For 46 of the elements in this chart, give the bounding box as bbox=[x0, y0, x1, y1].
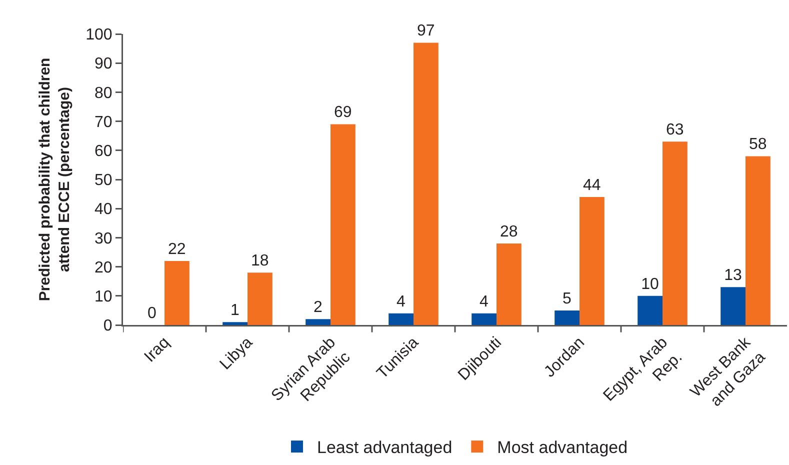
y-tick-label: 70 bbox=[94, 114, 112, 131]
bar bbox=[746, 156, 770, 325]
y-tick-label: 50 bbox=[94, 172, 112, 190]
data-label: 18 bbox=[251, 252, 269, 270]
data-label: 13 bbox=[724, 267, 742, 284]
data-label: 58 bbox=[749, 136, 767, 154]
y-tick-label: 90 bbox=[94, 56, 112, 73]
data-label: 2 bbox=[314, 299, 323, 316]
bar bbox=[720, 287, 746, 325]
data-label: 1 bbox=[230, 302, 240, 320]
legend-label: Least advantaged bbox=[317, 438, 452, 458]
data-label: 10 bbox=[641, 276, 659, 293]
data-label: 69 bbox=[334, 104, 352, 122]
x-tick-label: Iraq bbox=[141, 334, 173, 366]
data-label: 5 bbox=[562, 290, 572, 308]
legend-label: Most advantaged bbox=[497, 438, 628, 458]
bar bbox=[306, 319, 330, 325]
data-label: 97 bbox=[417, 22, 435, 40]
y-tick-label: 20 bbox=[94, 259, 112, 276]
y-tick-label: 30 bbox=[94, 230, 112, 248]
data-label: 63 bbox=[666, 122, 684, 139]
y-tick-label: 0 bbox=[103, 318, 112, 335]
bar bbox=[472, 313, 496, 325]
y-tick-label: 10 bbox=[94, 288, 112, 306]
bar bbox=[496, 244, 522, 325]
bar bbox=[414, 42, 438, 325]
data-label: 0 bbox=[148, 305, 157, 322]
bar bbox=[554, 310, 580, 325]
data-label: 22 bbox=[168, 240, 186, 258]
y-tick-label: 100 bbox=[86, 26, 112, 44]
y-tick-label: 80 bbox=[94, 84, 112, 102]
bar bbox=[388, 313, 414, 325]
bar bbox=[222, 322, 248, 325]
y-axis-title: Predicted probability that children attend ECCE (percentage) bbox=[36, 58, 74, 302]
data-label: 28 bbox=[500, 224, 518, 241]
bar bbox=[638, 296, 662, 325]
bar bbox=[164, 260, 190, 325]
y-tick-label: 40 bbox=[94, 201, 112, 218]
bar bbox=[248, 272, 272, 325]
data-label: 4 bbox=[480, 293, 489, 310]
data-label: 4 bbox=[396, 293, 406, 310]
bar bbox=[662, 142, 688, 325]
bar bbox=[330, 124, 356, 325]
data-label: 44 bbox=[583, 176, 601, 194]
bar bbox=[580, 196, 604, 325]
y-tick-label: 60 bbox=[94, 143, 112, 160]
